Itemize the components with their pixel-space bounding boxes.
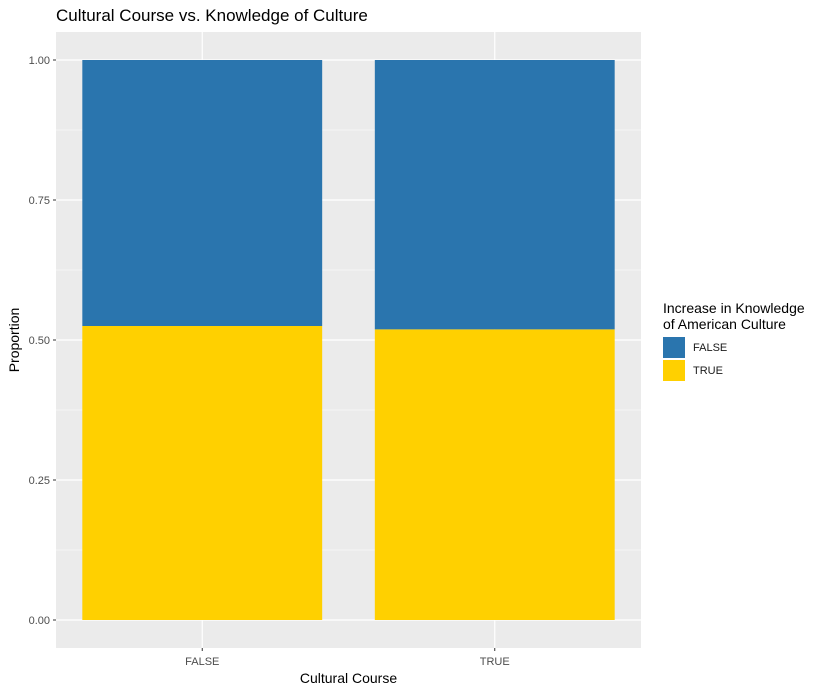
chart-title: Cultural Course vs. Knowledge of Culture (56, 6, 368, 25)
bar-stack-group (82, 60, 615, 620)
x-axis: FALSE TRUE (185, 648, 510, 668)
y-tick-label: 0.75 (29, 195, 50, 207)
legend-title: Increase in Knowledge of American Cultur… (663, 300, 823, 332)
y-tick-label: 1.00 (29, 55, 50, 67)
y-axis: 0.00 0.25 0.50 0.75 1.00 (29, 55, 56, 627)
legend-key-swatch (663, 360, 685, 381)
legend-label: FALSE (693, 341, 728, 354)
legend-item-true: TRUE (663, 359, 823, 382)
y-tick-label: 0.50 (29, 335, 50, 347)
legend-title-line-1: Increase in Knowledge (663, 300, 805, 316)
y-axis-label: Proportion (6, 308, 22, 373)
x-axis-label: Cultural Course (300, 670, 397, 686)
legend: Increase in Knowledge of American Cultur… (663, 300, 823, 382)
legend-key-swatch (663, 337, 685, 358)
bar-segment-true-false (374, 60, 615, 330)
y-tick-label: 0.00 (29, 615, 50, 627)
bar-segment-true-true (374, 329, 615, 620)
bar-segment-false-false (82, 60, 323, 326)
y-tick-label: 0.25 (29, 475, 50, 487)
legend-item-false: FALSE (663, 336, 823, 359)
legend-label: TRUE (693, 364, 723, 377)
x-tick-label: FALSE (185, 656, 219, 668)
legend-title-line-2: of American Culture (663, 316, 786, 332)
bar-segment-false-true (82, 326, 323, 620)
x-tick-label: TRUE (480, 656, 510, 668)
